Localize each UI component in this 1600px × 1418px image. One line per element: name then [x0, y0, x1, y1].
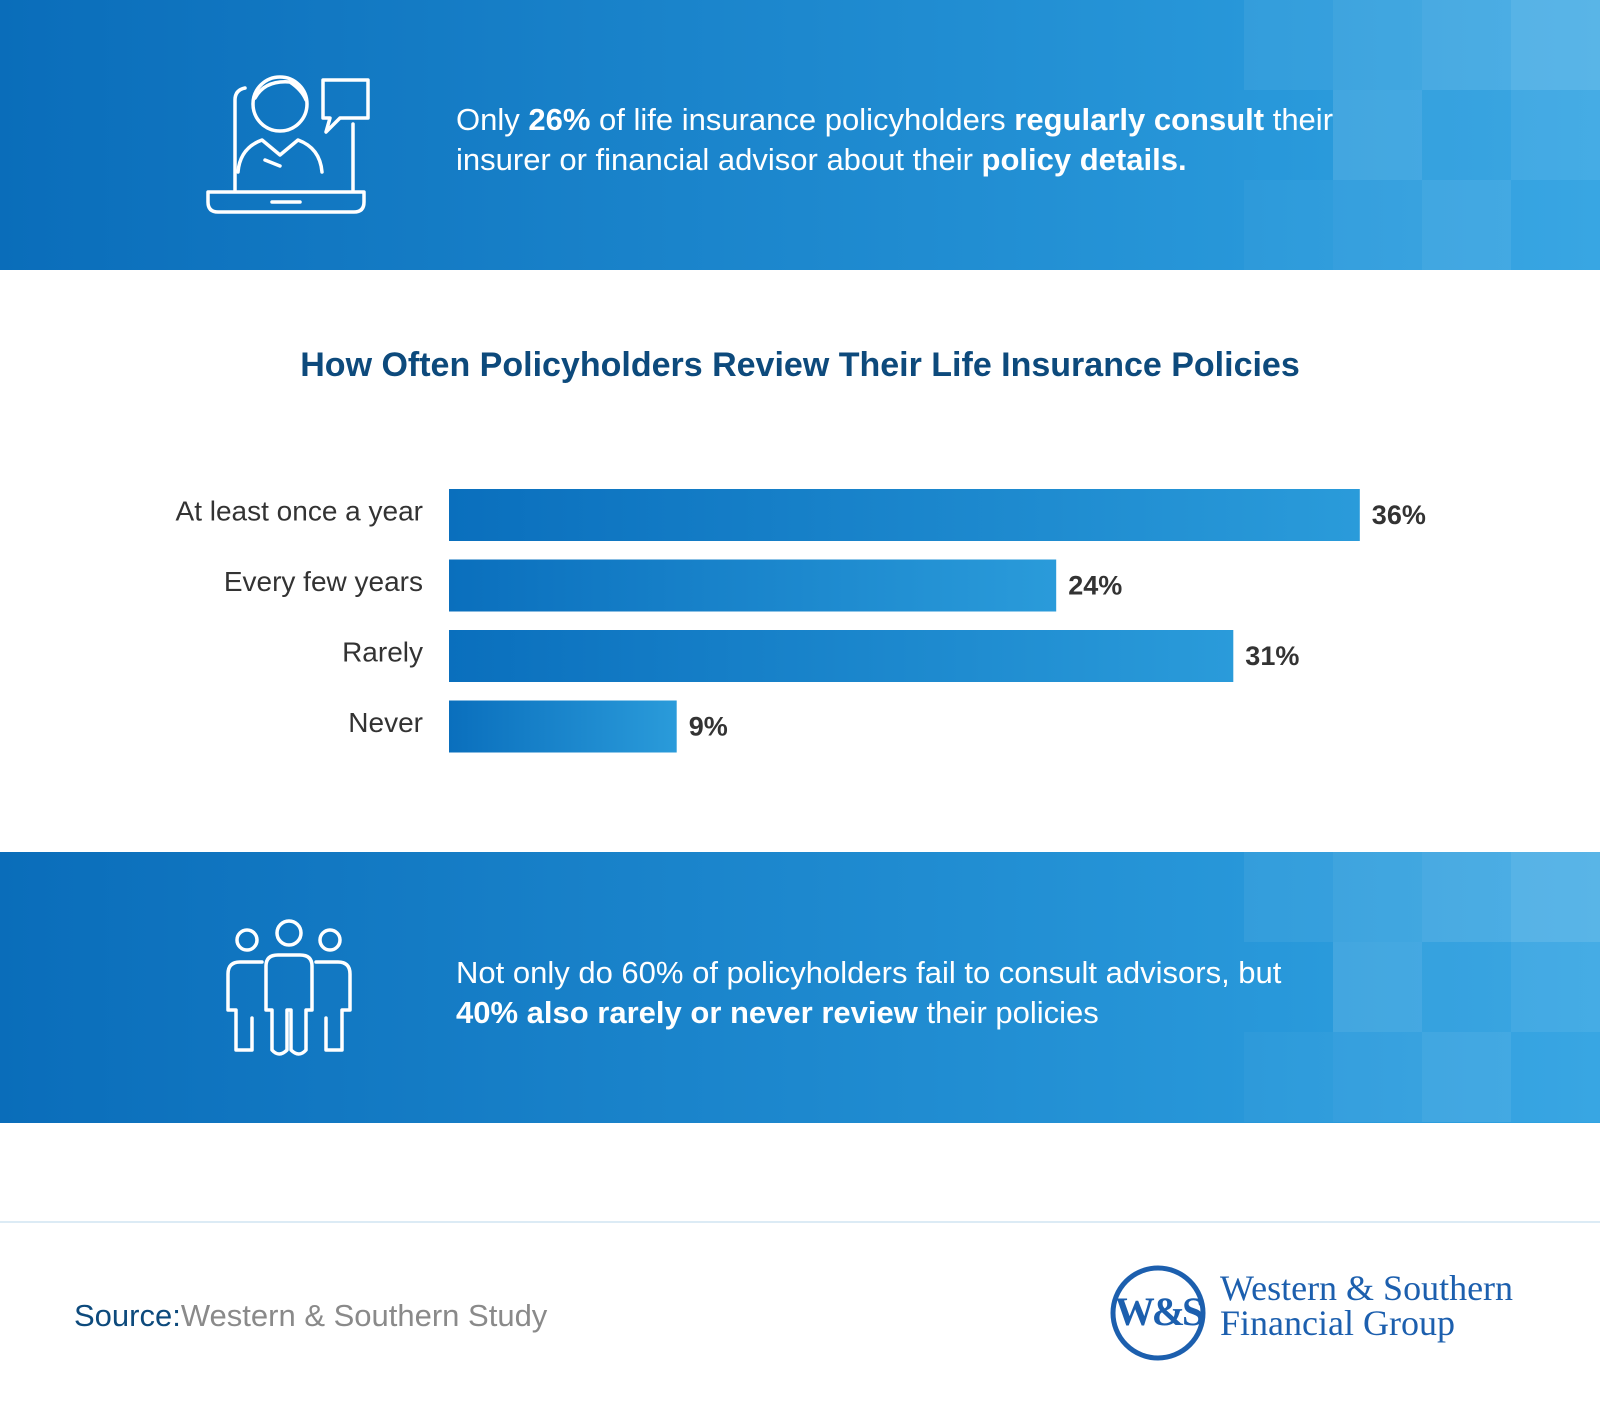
- text-segment: their policies: [918, 995, 1099, 1030]
- text-segment: 40% also rarely or never review: [456, 995, 919, 1030]
- text-segment: of life insurance policyholders: [590, 102, 1014, 137]
- chart-title: How Often Policyholders Review Their Lif…: [300, 346, 1300, 384]
- bar-chart: At least once a year 36% Every few years 24…: [176, 489, 1426, 753]
- logo-name: Western & Southern: [1220, 1268, 1513, 1308]
- bar: [449, 630, 1234, 682]
- text-segment: Only: [456, 102, 528, 137]
- people-icon: [226, 919, 352, 1056]
- top-banner-line: insurer or financial advisor about their…: [456, 142, 1187, 177]
- bottom-banner-line: Not only do 60% of policyholders fail to…: [456, 955, 1282, 990]
- category-label: At least once a year: [176, 495, 423, 526]
- logo-monogram: W&S: [1115, 1289, 1203, 1334]
- bar: [449, 559, 1057, 612]
- top-banner-line: Only 26% of life insurance policyholders…: [456, 102, 1333, 137]
- text-segment: 26%: [528, 102, 590, 137]
- value-label: 31%: [1245, 641, 1299, 671]
- source-text: Western & Southern Study: [181, 1298, 548, 1333]
- bottom-banner-line: 40% also rarely or never review their po…: [456, 995, 1099, 1030]
- logo-circle: [1110, 1265, 1206, 1361]
- text-segment: insurer or financial advisor about their: [456, 142, 982, 177]
- value-label: 9%: [689, 712, 728, 742]
- category-label: Rarely: [342, 636, 423, 667]
- value-label: 24%: [1068, 571, 1122, 601]
- advisor-icon: [206, 75, 370, 214]
- source-label: Source:: [74, 1298, 181, 1333]
- text-segment: their: [1264, 102, 1333, 137]
- bar: [449, 489, 1360, 541]
- text-segment: regularly consult: [1014, 102, 1264, 137]
- text-segment: policy details.: [982, 142, 1187, 177]
- text-segment: Not only do 60% of policyholders fail to…: [456, 955, 1282, 990]
- category-label: Every few years: [224, 566, 423, 597]
- value-label: 36%: [1372, 500, 1426, 530]
- logo-name: Financial Group: [1220, 1303, 1455, 1343]
- category-label: Never: [348, 707, 423, 738]
- source: Source:Western & Southern Study: [74, 1298, 548, 1333]
- bar: [449, 700, 677, 753]
